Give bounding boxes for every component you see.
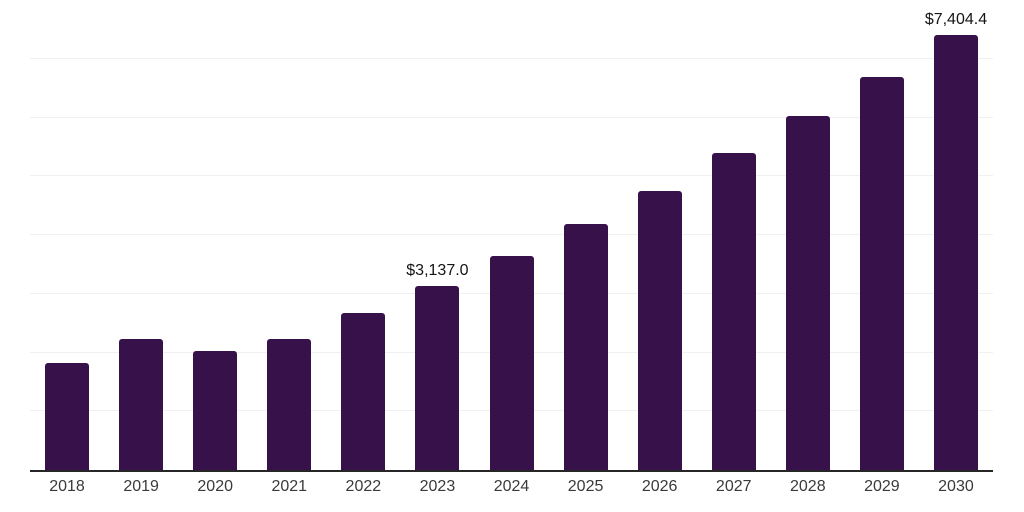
bar-2018 <box>45 363 90 470</box>
x-tick-2025: 2025 <box>567 478 604 495</box>
bar-2025 <box>563 224 608 470</box>
x-tick-2029: 2029 <box>864 478 900 495</box>
bar-2030: $7,404.4 <box>925 11 987 470</box>
x-axis-labels: 2018 2019 2020 2021 2022 2023 2024 2025 2026 2027… <box>0 478 1024 504</box>
bar-2029 <box>859 76 904 470</box>
x-tick-2019: 2019 <box>123 478 159 495</box>
bar-2022 <box>341 313 386 470</box>
bar-2024 <box>489 256 534 470</box>
x-tick-2020: 2020 <box>197 478 233 495</box>
data-label-2023: $3,137.0 <box>406 261 469 279</box>
plot-area: $3,137.0 $7,404.4 <box>30 0 993 472</box>
x-tick-2026: 2026 <box>641 478 678 495</box>
bar-2026 <box>637 190 682 470</box>
x-tick-2028: 2028 <box>790 478 826 495</box>
bar-2019 <box>119 339 164 470</box>
bar-2027 <box>711 152 756 470</box>
gridline-6000 <box>30 116 993 118</box>
x-tick-2018: 2018 <box>49 478 85 495</box>
bar-2020 <box>193 351 238 470</box>
bar-2028 <box>785 115 830 470</box>
bar-2023: $3,137.0 <box>406 262 469 470</box>
x-tick-2024: 2024 <box>493 478 530 495</box>
x-tick-2027: 2027 <box>715 478 752 495</box>
bar-2021 <box>267 339 312 470</box>
x-tick-2030: 2030 <box>938 478 974 495</box>
data-label-2030: $7,404.4 <box>924 11 988 28</box>
x-tick-2023: 2023 <box>419 478 456 495</box>
gridline-4000 <box>30 234 993 235</box>
gridline-5000 <box>30 175 993 177</box>
x-tick-2022: 2022 <box>345 478 382 495</box>
gridline-7000 <box>30 57 993 59</box>
x-tick-2021: 2021 <box>271 478 308 495</box>
